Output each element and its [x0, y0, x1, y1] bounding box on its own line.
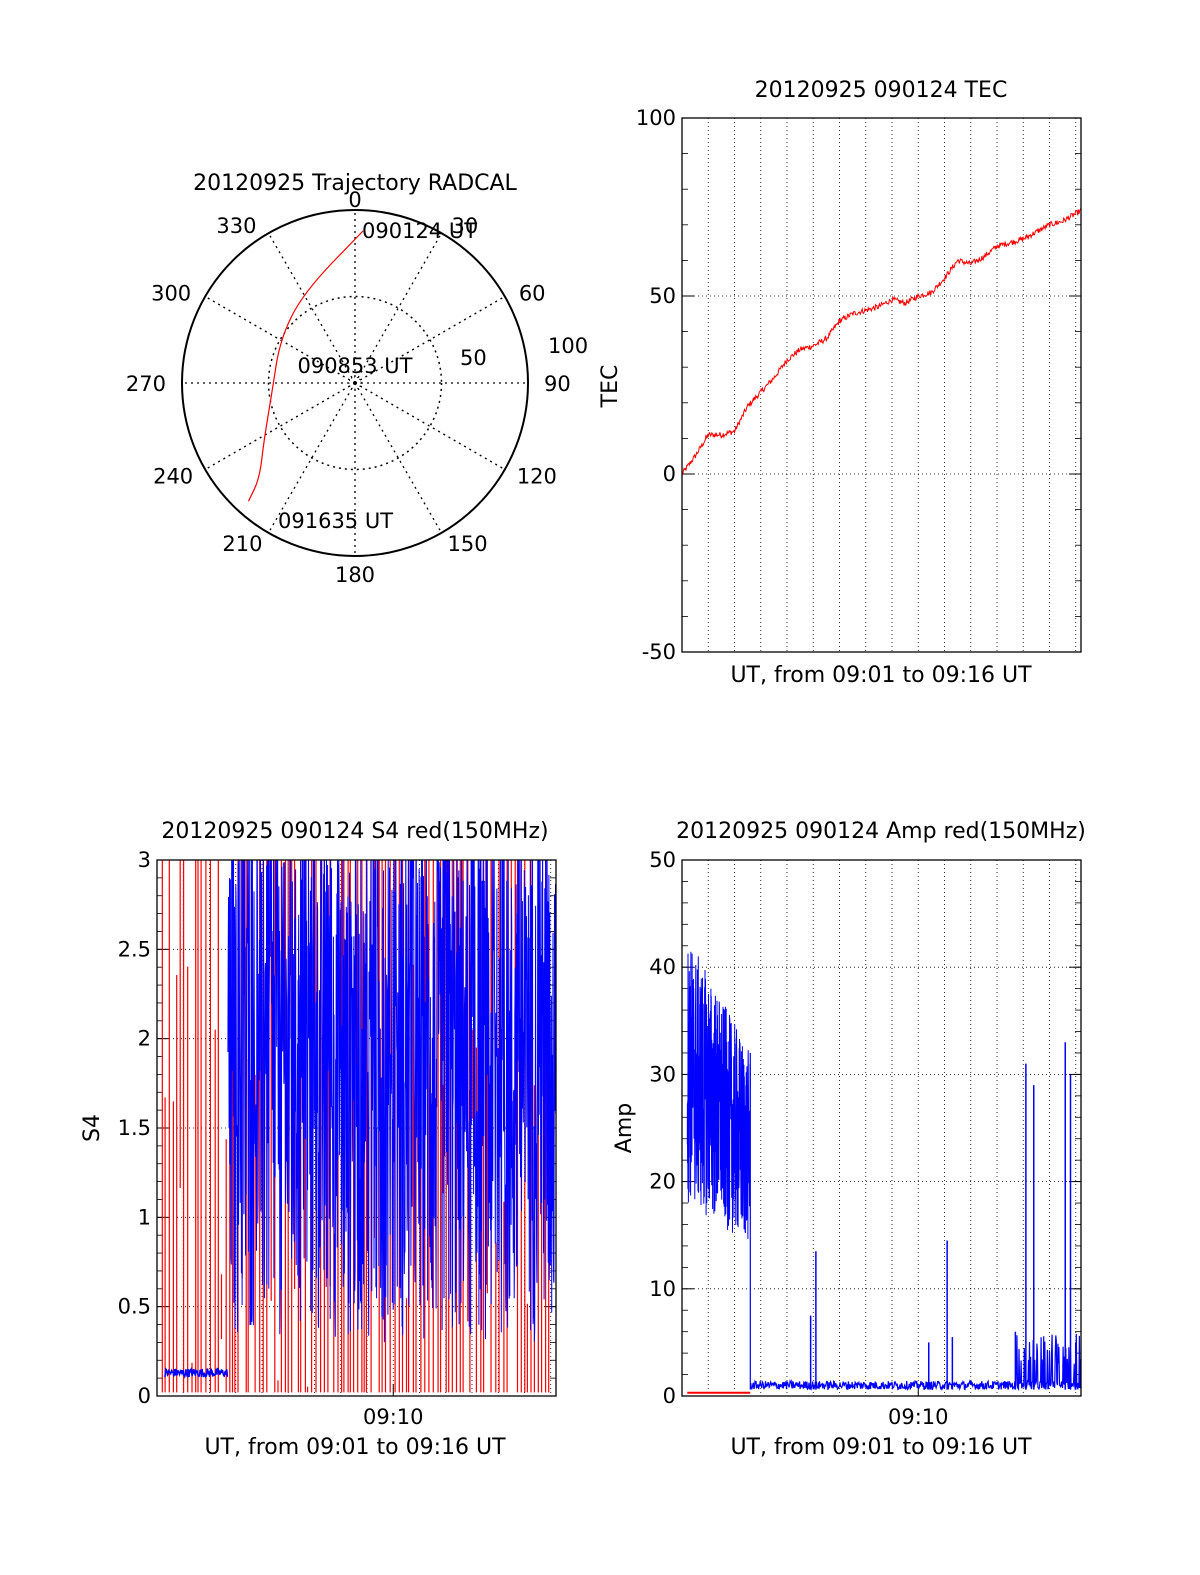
azimuth-spoke: [267, 382, 356, 534]
azimuth-label: 330: [216, 214, 256, 238]
azimuth-label: 270: [126, 372, 166, 396]
tec-series: [681, 208, 1082, 476]
radial-label: 50: [460, 346, 487, 370]
amp-ytick-label: 40: [649, 955, 676, 979]
s4-plot: 20120925 090124 S4 red(150MHz) UT, from …: [80, 819, 557, 1460]
amp-xlabel: UT, from 09:01 to 09:16 UT: [730, 1435, 1032, 1460]
amp-ytick-label: 0: [663, 1384, 676, 1408]
amp-ytick-label: 50: [649, 848, 676, 872]
radial-label: 100: [548, 334, 588, 358]
azimuth-label: 180: [335, 563, 375, 587]
tec-frame: [681, 117, 1082, 653]
amp-ytick-label: 30: [649, 1062, 676, 1086]
s4-ytick-label: 1: [138, 1205, 151, 1229]
s4-frame: [156, 859, 557, 1397]
amp-ytick-label: 10: [649, 1277, 676, 1301]
azimuth-spoke: [204, 295, 356, 384]
s4-ytick-label: 0.5: [118, 1295, 151, 1319]
s4-ytick-label: 2: [138, 1027, 151, 1051]
azimuth-spoke: [354, 382, 443, 534]
azimuth-spoke: [204, 382, 356, 471]
tec-ytick-label: 100: [636, 106, 676, 130]
azimuth-label: 300: [151, 282, 191, 306]
azimuth-label: 30: [452, 214, 479, 238]
azimuth-spoke: [354, 295, 506, 384]
s4-blue-quiet-series: [164, 1366, 229, 1380]
trajectory-title: 20120925 Trajectory RADCAL: [193, 171, 517, 196]
s4-blue-series: [227, 860, 556, 1343]
s4-xtick-label: 09:10: [363, 1405, 424, 1429]
s4-ytick-label: 2.5: [118, 937, 151, 961]
amp-plot: 20120925 090124 Amp red(150MHz) UT, from…: [612, 819, 1086, 1460]
azimuth-spoke: [354, 382, 506, 471]
tec-ytick-label: -50: [642, 640, 676, 664]
end-time-label: 091635 UT: [278, 509, 393, 533]
azimuth-label: 210: [222, 532, 262, 556]
amp-ylabel: Amp: [612, 1103, 637, 1153]
amp-xtick-label: 09:10: [888, 1405, 949, 1429]
trajectory-track: [247, 230, 364, 502]
s4-ytick-label: 0: [138, 1384, 151, 1408]
azimuth-label: 120: [517, 465, 557, 489]
amp-blue-series: [749, 1053, 1082, 1392]
ring-50: [267, 295, 443, 471]
tec-ytick-label: 0: [663, 462, 676, 486]
s4-title: 20120925 090124 S4 red(150MHz): [161, 819, 548, 844]
s4-ylabel: S4: [80, 1114, 105, 1142]
azimuth-spoke: [354, 232, 443, 384]
polar-grid: [181, 209, 529, 557]
trajectory-plot: 20120925 Trajectory RADCAL 0 30 60 90 120 150…: [126, 171, 588, 587]
azimuth-label: 240: [153, 465, 193, 489]
s4-ytick-label: 1.5: [118, 1116, 151, 1140]
tec-xlabel: UT, from 09:01 to 09:16 UT: [730, 663, 1032, 688]
s4-ytick-label: 3: [138, 848, 151, 872]
azimuth-labels: 0 30 60 90 120 150 180 210 240 270 300 330 50 100: [126, 188, 588, 587]
tec-plot: 20120925 090124 TEC UT, from 09:01 to 09…: [598, 78, 1082, 688]
s4-xlabel: UT, from 09:01 to 09:16 UT: [204, 1435, 506, 1460]
azimuth-label: 0: [348, 188, 361, 212]
start-time-label: 090124 UT: [362, 219, 477, 243]
azimuth-spoke: [267, 232, 356, 384]
amp-blue-band-series: [686, 951, 751, 1239]
tec-ylabel: TEC: [598, 365, 623, 409]
azimuth-label: 150: [448, 532, 488, 556]
center-time-label: 090853 UT: [297, 354, 412, 378]
tec-title: 20120925 090124 TEC: [755, 78, 1008, 103]
ring-center: [348, 376, 362, 390]
azimuth-label: 60: [519, 282, 546, 306]
tec-ytick-label: 50: [649, 284, 676, 308]
amp-title: 20120925 090124 Amp red(150MHz): [676, 819, 1086, 844]
amp-ytick-label: 20: [649, 1170, 676, 1194]
amp-frame: [681, 859, 1082, 1397]
ring-outer: [181, 209, 529, 557]
azimuth-label: 90: [544, 372, 571, 396]
